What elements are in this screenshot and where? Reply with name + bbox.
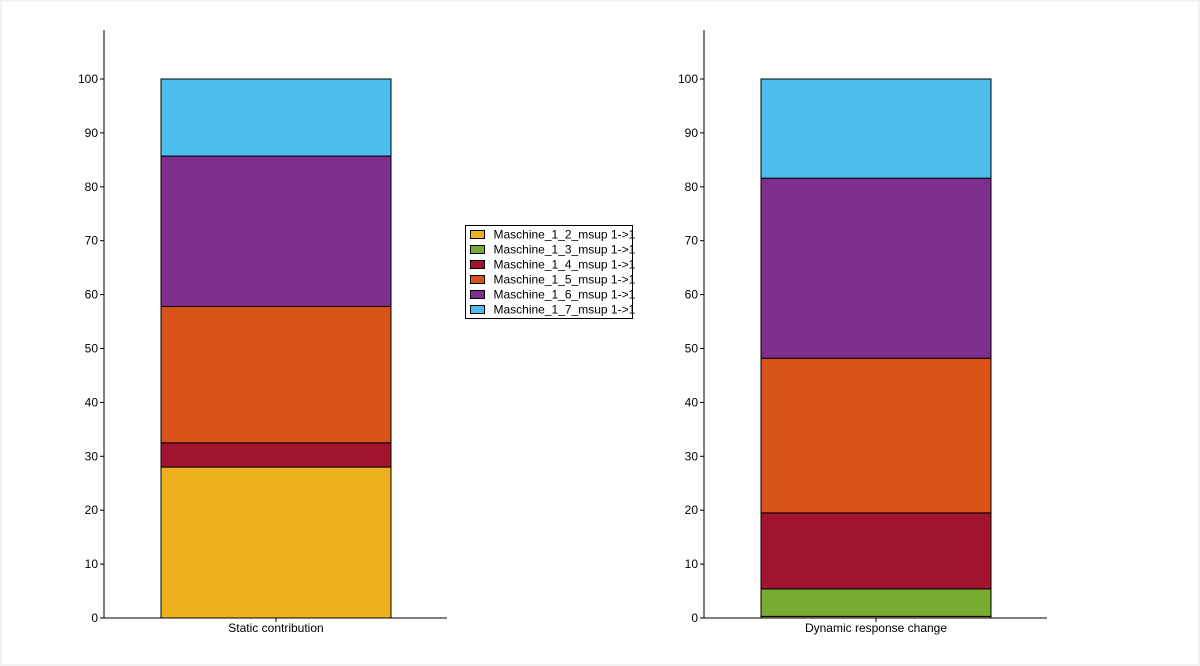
legend-label: Maschine_1_4_msup 1->1	[494, 258, 636, 272]
y-tick-label: 0	[691, 611, 698, 625]
y-tick-label: 40	[85, 395, 99, 409]
legend-label: Maschine_1_7_msup 1->1	[494, 303, 636, 317]
y-tick-label: 60	[685, 288, 699, 302]
bar-segment-maschine-1-4-msup-1-1	[760, 512, 992, 590]
legend-label: Maschine_1_3_msup 1->1	[494, 243, 636, 257]
legend-swatch	[470, 275, 485, 284]
bar-segment-maschine-1-5-msup-1-1	[160, 305, 392, 444]
bar-segment-maschine-1-3-msup-1-1	[760, 588, 992, 617]
y-tick-label: 80	[85, 180, 99, 194]
y-tick-label: 90	[85, 126, 99, 140]
y-tick-label: 10	[685, 557, 699, 571]
legend-box	[465, 225, 633, 319]
category-label: Dynamic response change	[805, 621, 947, 635]
bar-segment-maschine-1-2-msup-1-1	[160, 466, 392, 619]
bar-segment-maschine-1-6-msup-1-1	[160, 155, 392, 307]
legend-label: Maschine_1_2_msup 1->1	[494, 228, 636, 242]
y-tick-label: 70	[85, 234, 99, 248]
y-tick-label: 50	[685, 342, 699, 356]
static-contribution-chart: 0 10 20 30 40 50 60 70 80 90 100 Static contributio…	[78, 30, 447, 635]
y-tick-label: 70	[685, 234, 699, 248]
y-tick-label: 40	[685, 395, 699, 409]
bar-segment-maschine-1-7-msup-1-1	[160, 78, 392, 157]
dynamic-response-change-chart: 0 10 20 30 40 50 60 70 80 90 100 Dynamic response c…	[678, 30, 1047, 635]
y-tick-label: 30	[85, 449, 99, 463]
y-tick-label: 50	[85, 342, 99, 356]
category-label: Static contribution	[228, 621, 323, 635]
legend-swatch	[470, 260, 485, 269]
bar-segment-maschine-1-7-msup-1-1	[760, 78, 992, 179]
y-tick-label: 100	[78, 72, 98, 86]
y-tick-label: 0	[91, 611, 98, 625]
legend-label: Maschine_1_5_msup 1->1	[494, 273, 636, 287]
legend-swatch	[470, 305, 485, 314]
y-tick-label: 10	[85, 557, 99, 571]
y-tick-label: 20	[85, 503, 99, 517]
y-tick-label: 60	[85, 288, 99, 302]
legend-swatch	[470, 290, 485, 299]
y-tick-label: 90	[685, 126, 699, 140]
bar-segment-maschine-1-6-msup-1-1	[760, 177, 992, 359]
bar-segment-maschine-1-5-msup-1-1	[760, 357, 992, 514]
bar-segment-maschine-1-4-msup-1-1	[160, 442, 392, 468]
y-tick-label: 20	[685, 503, 699, 517]
legend: Maschine_1_2_msup 1->1Maschine_1_3_msup …	[465, 225, 636, 319]
y-tick-label: 100	[678, 72, 698, 86]
legend-swatch	[470, 230, 485, 239]
y-tick-label: 30	[685, 449, 699, 463]
y-tick-label: 80	[685, 180, 699, 194]
legend-label: Maschine_1_6_msup 1->1	[494, 288, 636, 302]
legend-swatch	[470, 245, 485, 254]
